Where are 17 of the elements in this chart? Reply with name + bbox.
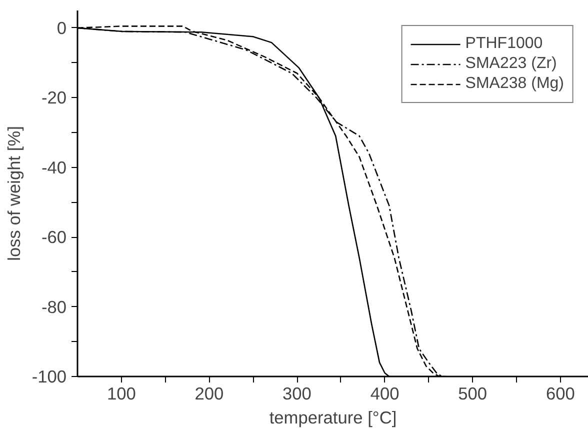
y-axis-title: loss of weight [%] bbox=[4, 126, 24, 261]
x-tick-label: 500 bbox=[458, 384, 488, 404]
y-tick-label: -40 bbox=[41, 157, 66, 178]
y-tick-label: -80 bbox=[41, 296, 66, 317]
legend-label: SMA223 (Zr) bbox=[465, 55, 557, 73]
x-tick-label: 400 bbox=[370, 384, 400, 404]
x-tick-label: 300 bbox=[282, 384, 312, 404]
x-tick-label: 200 bbox=[194, 384, 224, 404]
x-tick-label: 600 bbox=[546, 384, 575, 404]
y-tick-label: -100 bbox=[32, 366, 67, 386]
y-tick-label: -60 bbox=[41, 227, 66, 248]
x-axis-title: temperature [°C] bbox=[269, 408, 397, 428]
legend-label: SMA238 (Mg) bbox=[465, 75, 564, 93]
legend-label: PTHF1000 bbox=[465, 35, 543, 53]
y-tick-label: 0 bbox=[56, 18, 67, 38]
y-tick-label: -20 bbox=[41, 88, 66, 108]
x-tick-label: 100 bbox=[106, 384, 136, 404]
